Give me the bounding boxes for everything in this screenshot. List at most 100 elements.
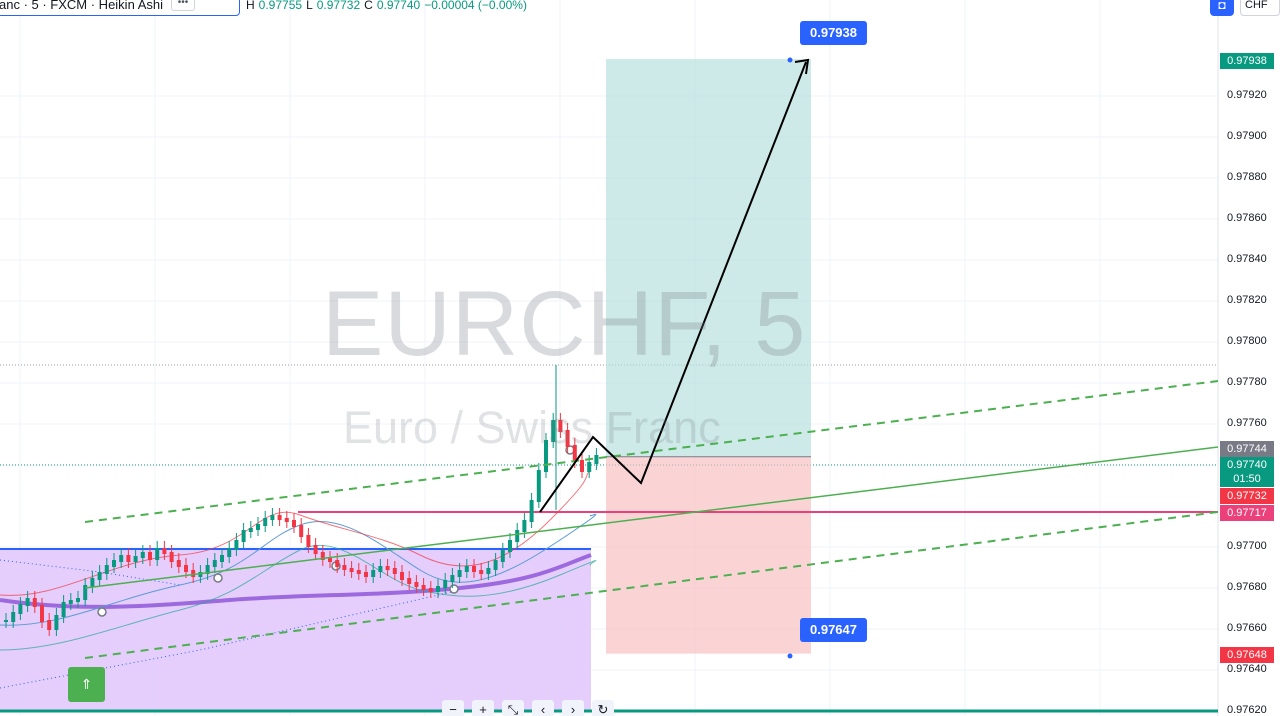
candle-body <box>587 462 592 472</box>
candle-body <box>97 572 102 580</box>
candle-body <box>349 568 354 572</box>
stop-callout-anchor <box>787 653 793 659</box>
axis-tick-label: 0.97920 <box>1227 89 1267 101</box>
support-line-tag: 0.97717 <box>1220 505 1274 521</box>
candle-body <box>83 585 88 600</box>
last-price-tag: 0.97740 01:50 <box>1220 457 1274 487</box>
candle-body <box>11 612 16 622</box>
candle-body <box>212 560 217 567</box>
candle-body <box>292 520 296 527</box>
candle-body <box>76 598 80 602</box>
trend-line <box>84 446 1219 589</box>
candle-body <box>220 555 224 562</box>
candle-body <box>594 455 599 464</box>
zoom-out-button[interactable]: − <box>442 700 464 716</box>
candle-body <box>47 620 52 630</box>
zoom-in-button[interactable]: + <box>472 700 494 716</box>
axis-tick-label: 0.97700 <box>1227 540 1267 552</box>
candle-body <box>522 520 527 532</box>
candle-body <box>191 570 196 577</box>
candle-body <box>313 545 318 554</box>
candle-body <box>169 552 174 562</box>
candle-body <box>90 578 95 587</box>
scroll-right-button[interactable]: › <box>562 700 584 716</box>
candle-body <box>371 570 376 577</box>
axis-tick-label: 0.97780 <box>1227 376 1267 388</box>
double-up-arrow-icon: ⇑ <box>68 667 105 702</box>
candle-body <box>464 566 469 572</box>
candle-body <box>68 600 73 604</box>
axis-tick-label: 0.97660 <box>1227 622 1267 634</box>
reset-scale-button[interactable]: ⤡ <box>502 700 524 716</box>
candle-body <box>529 500 534 522</box>
upper-band <box>0 469 592 596</box>
candle-body <box>205 565 210 574</box>
scroll-left-button[interactable]: ‹ <box>532 700 554 716</box>
projection-arrowhead <box>794 58 810 75</box>
candle-body <box>572 445 577 462</box>
symbol-watermark: EURCHF, 5 <box>322 273 807 375</box>
fast-moving-average <box>0 513 597 626</box>
candle-body <box>565 430 570 447</box>
camera-icon[interactable]: ◘ <box>1210 0 1234 16</box>
candle-body <box>277 515 282 520</box>
axis-tick-label: 0.97880 <box>1227 171 1267 183</box>
candle-body <box>320 552 325 560</box>
candle-body <box>140 552 145 558</box>
axis-tick-label: 0.97800 <box>1227 335 1267 347</box>
candle-body <box>335 560 340 567</box>
stop-price-tag: 0.97648 <box>1220 647 1274 663</box>
candle-body <box>54 615 59 630</box>
candle-body <box>364 572 368 577</box>
current-high-tag: 0.97744 <box>1220 441 1274 457</box>
candle-body <box>407 578 412 584</box>
candle-body <box>328 558 332 562</box>
candle-body <box>299 525 304 537</box>
candle-body <box>176 560 181 567</box>
change-value: −0.00004 (−0.00%) <box>424 0 527 12</box>
more-options-button[interactable]: ••• <box>171 0 195 11</box>
candle-body <box>515 530 520 542</box>
candle-body <box>472 566 476 572</box>
candle-body <box>306 535 311 547</box>
axis-tick-label: 0.97820 <box>1227 294 1267 306</box>
signal-marker <box>97 607 107 617</box>
candle-body <box>256 524 260 530</box>
axis-tick-label: 0.97680 <box>1227 581 1267 593</box>
currency-selector[interactable]: CHF <box>1240 0 1280 16</box>
low-label: L <box>306 0 313 12</box>
candle-body <box>25 598 30 606</box>
current-low-tag: 0.97732 <box>1220 488 1274 504</box>
candle-body <box>270 515 275 520</box>
candle-body <box>428 588 433 592</box>
stop-callout[interactable]: 0.97647 <box>800 618 867 642</box>
candle-body <box>378 566 383 572</box>
axis-tick-label: 0.97760 <box>1227 417 1267 429</box>
candle-body <box>443 580 448 588</box>
candle-body <box>450 575 455 582</box>
close-value: 0.97740 <box>376 0 421 12</box>
candle-body <box>486 568 491 574</box>
candle-body <box>18 604 23 614</box>
candle-body <box>536 470 541 502</box>
low-value: 0.97732 <box>316 0 361 12</box>
target-callout[interactable]: 0.97938 <box>800 21 867 45</box>
candle-body <box>148 552 152 560</box>
candle-body <box>61 602 66 617</box>
candle-body <box>385 566 390 570</box>
refresh-button[interactable]: ↻ <box>592 700 614 716</box>
candle-body <box>356 570 361 574</box>
candle-body <box>421 585 426 590</box>
symbol-legend[interactable]: anc · 5 · FXCM · Heikin Ashi ••• <box>0 0 240 16</box>
candle-body <box>500 550 505 562</box>
symbol-title: anc · 5 · FXCM · Heikin Ashi <box>0 0 163 12</box>
candle-body <box>112 560 116 567</box>
projection-path <box>539 61 807 513</box>
candle-body <box>4 620 8 622</box>
bar-countdown: 01:50 <box>1233 473 1261 485</box>
candle-body <box>32 598 37 607</box>
top-right-controls: ◘ CHF <box>1210 0 1280 16</box>
axis-tick-label: 0.97840 <box>1227 253 1267 265</box>
candle-body <box>342 565 347 570</box>
candle-body <box>493 560 498 570</box>
